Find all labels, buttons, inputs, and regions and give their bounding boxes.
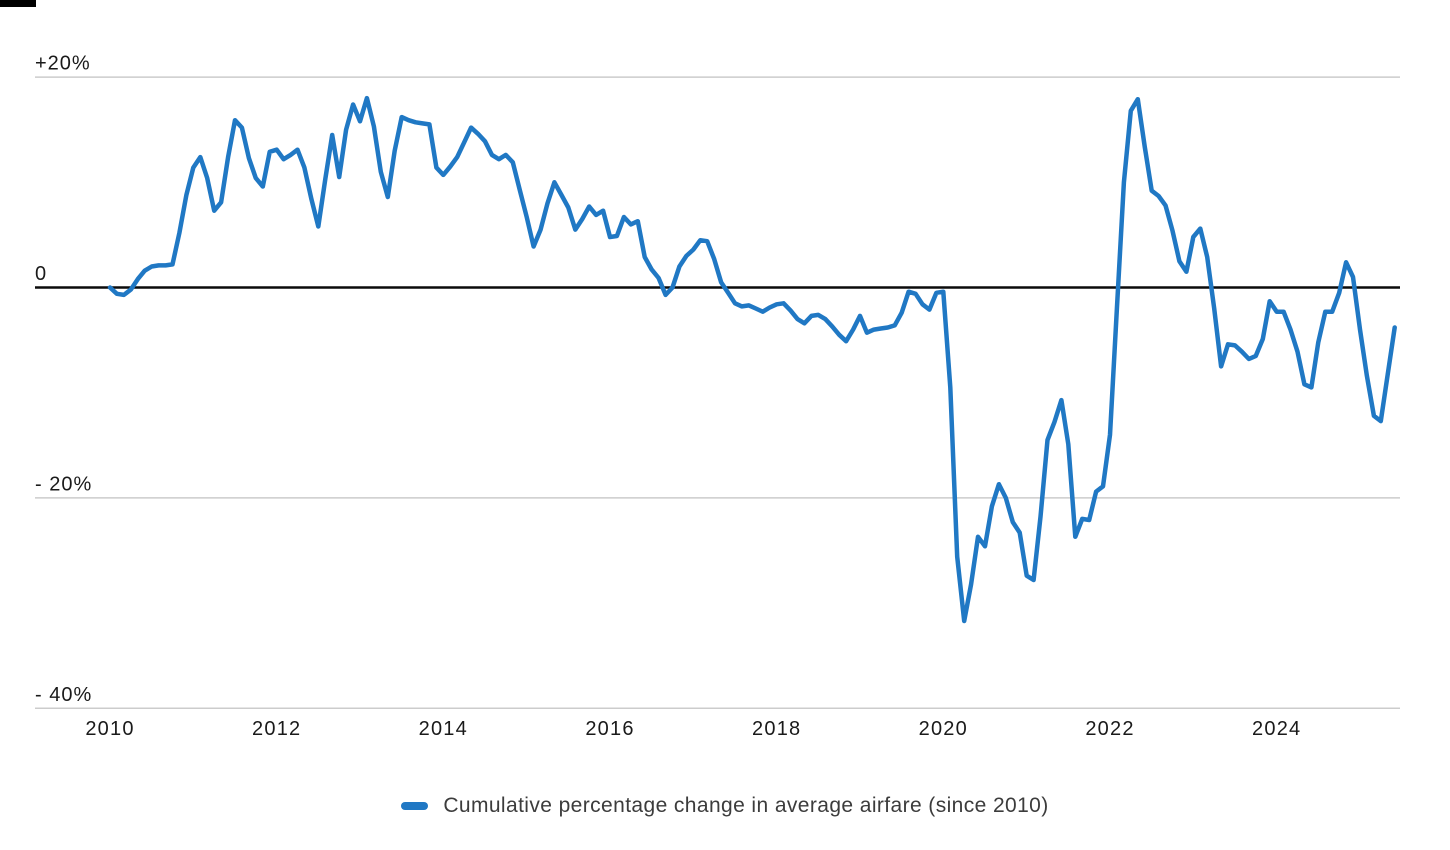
y-axis-tick-label: - 20% [35,473,92,495]
y-axis-tick-label: +20% [35,53,91,75]
y-axis-tick-label: 0 [35,263,47,285]
x-axis-tick-label: 2022 [1085,718,1134,740]
airfare-line-chart: +20% 0 - 20% - 40% 2010 2012 2014 2016 2018 2020… [35,53,1400,740]
x-axis-tick-label: 2018 [752,718,801,740]
gridlines [35,76,1400,710]
x-axis-tick-label: 2014 [419,718,468,740]
x-axis-tick-label: 2016 [585,718,634,740]
x-axis-labels: 2010 2012 2014 2016 2018 2020 2022 2024 [85,718,1301,740]
x-axis-tick-label: 2010 [85,718,134,740]
y-axis-labels: +20% 0 - 20% - 40% [35,53,92,706]
airfare-series-line [107,95,1397,624]
x-axis-tick-label: 2012 [252,718,301,740]
legend-line-swatch [401,802,429,810]
y-axis-tick-label: - 40% [35,684,92,706]
top-left-corner-mark [0,0,36,7]
x-axis-tick-label: 2024 [1252,718,1301,740]
x-axis-tick-label: 2020 [919,718,968,740]
legend: Cumulative percentage change in average … [0,794,1450,818]
legend-label: Cumulative percentage change in average … [443,794,1049,817]
